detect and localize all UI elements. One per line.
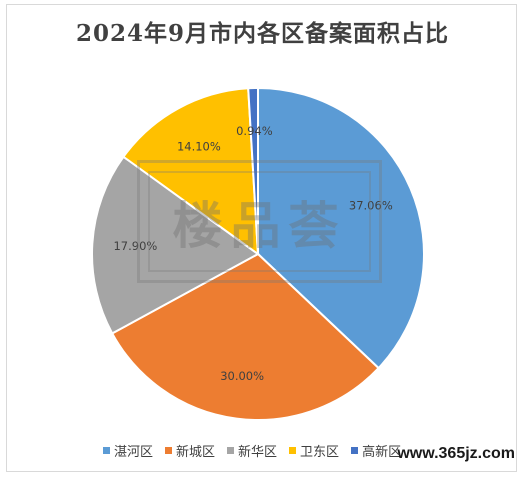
legend-label: 新城区 xyxy=(176,444,216,460)
pie-slice-3 xyxy=(91,155,260,335)
pie-data-label-3: 17.90% xyxy=(113,239,157,253)
legend-swatch xyxy=(103,446,110,454)
site-watermark: www.365jz.com xyxy=(397,445,515,462)
legend-swatch xyxy=(165,446,173,454)
legend-item-5: 高新区 xyxy=(351,441,401,460)
legend-label: 高新区 xyxy=(362,444,402,460)
legend-item-1: 湛河区 xyxy=(103,441,153,460)
legend-item-4: 卫东区 xyxy=(289,441,339,460)
pie-data-label-5: 0.94% xyxy=(236,124,273,138)
legend-label: 湛河区 xyxy=(114,444,154,460)
legend-item-2: 新城区 xyxy=(165,441,215,460)
pie-slice-4 xyxy=(122,87,260,257)
legend-swatch xyxy=(351,446,359,454)
legend-swatch xyxy=(289,446,297,454)
legend-item-3: 新华区 xyxy=(227,441,277,460)
legend: 湛河区 新城区 新华区 卫东区 高新区 xyxy=(103,440,401,460)
pie-data-label-4: 14.10% xyxy=(177,139,221,153)
pie-data-label-2: 30.00% xyxy=(220,369,264,383)
pie-slice-5 xyxy=(247,86,259,255)
pie-slice-1 xyxy=(257,86,425,370)
chart-title: 2024年9月市内各区备案面积占比 xyxy=(75,20,450,47)
legend-label: 新华区 xyxy=(238,444,278,460)
pie-data-label-1: 37.06% xyxy=(349,198,393,212)
pie-slice-2 xyxy=(110,252,380,421)
legend-label: 卫东区 xyxy=(300,444,340,460)
legend-swatch xyxy=(227,446,235,454)
